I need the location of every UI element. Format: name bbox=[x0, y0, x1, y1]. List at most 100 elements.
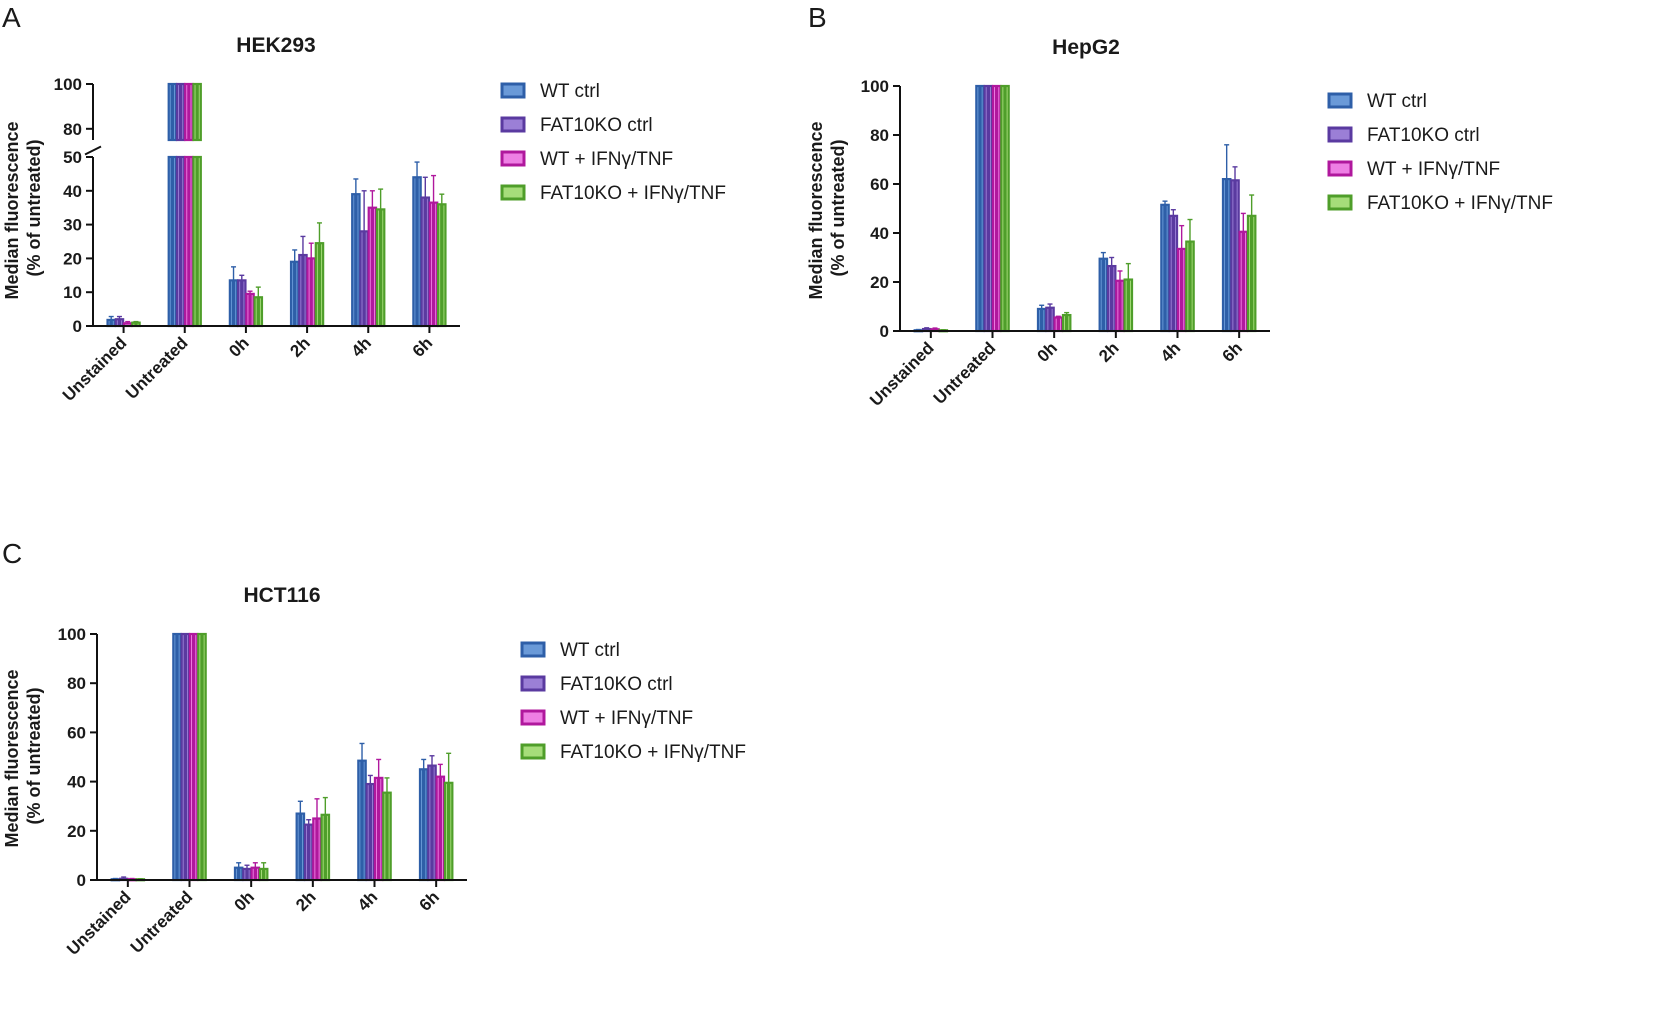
y-tick-label: 10 bbox=[63, 283, 82, 302]
legend-swatch bbox=[520, 709, 546, 726]
y-axis-label-line1: Median fluorescence bbox=[2, 121, 22, 299]
y-axis-label-line1: Median fluorescence bbox=[806, 121, 826, 299]
panel-b: B HepG2 Median fluorescence (% of untrea… bbox=[800, 0, 1654, 450]
y-axis-label-line1: Median fluorescence bbox=[2, 669, 22, 847]
chart-hek293: HEK293 Median fluorescence (% of untreat… bbox=[2, 34, 460, 405]
y-tick-label: 100 bbox=[54, 75, 82, 94]
y-tick-label: 0 bbox=[73, 317, 82, 336]
x-tick-label: 0h bbox=[231, 887, 258, 914]
y-tick-label: 0 bbox=[880, 322, 889, 341]
chart-hepg2: HepG2 Median fluorescence (% of untreate… bbox=[806, 36, 1270, 410]
legend-swatch bbox=[520, 743, 546, 760]
legend-swatch bbox=[500, 116, 526, 133]
legend-swatch bbox=[1327, 92, 1353, 109]
y-axis-label-line2: (% of untreated) bbox=[24, 139, 44, 276]
chart-title: HCT116 bbox=[243, 584, 320, 607]
legend-label: FAT10KO + IFNγ/TNF bbox=[1367, 193, 1553, 214]
x-tick-label: Unstained bbox=[866, 338, 938, 410]
x-tick-label: 2h bbox=[1095, 338, 1122, 365]
chart-title: HepG2 bbox=[1052, 36, 1120, 59]
x-tick-label: Untreated bbox=[930, 338, 1000, 408]
x-tick-label: 4h bbox=[354, 887, 381, 914]
legend-swatch bbox=[500, 150, 526, 167]
legend-label: WT + IFNγ/TNF bbox=[560, 708, 693, 729]
x-tick-label: 6h bbox=[1219, 338, 1246, 365]
y-axis-label: Median fluorescence (% of untreated) bbox=[806, 116, 848, 299]
y-tick-label: 100 bbox=[861, 77, 889, 96]
legend-label: WT + IFNγ/TNF bbox=[1367, 159, 1500, 180]
bars bbox=[913, 84, 1257, 333]
y-tick-label: 50 bbox=[63, 148, 82, 167]
x-tick-label: Unstained bbox=[63, 887, 135, 959]
y-tick-label: 60 bbox=[67, 723, 86, 742]
y-tick-label: 20 bbox=[63, 249, 82, 268]
legend-label: WT ctrl bbox=[1367, 91, 1427, 112]
chart-hct116: HCT116 Median fluorescence (% of untreat… bbox=[2, 584, 467, 959]
panel-letter-c: C bbox=[2, 538, 23, 569]
x-tick-label: 4h bbox=[348, 333, 375, 360]
legend-label: FAT10KO ctrl bbox=[540, 115, 653, 136]
axes bbox=[84, 84, 460, 333]
legend-swatch bbox=[520, 641, 546, 658]
legend-label: FAT10KO + IFNγ/TNF bbox=[540, 183, 726, 204]
legend: WT ctrl FAT10KO ctrl WT + IFNγ/TNF FAT10KO … bbox=[500, 78, 800, 233]
legend-label: FAT10KO ctrl bbox=[1367, 125, 1480, 146]
x-tick-label: 4h bbox=[1157, 338, 1184, 365]
y-axis-label-line2: (% of untreated) bbox=[828, 139, 848, 276]
legend-label: WT ctrl bbox=[560, 640, 620, 661]
y-axis-label: Median fluorescence (% of untreated) bbox=[2, 664, 44, 847]
y-tick-label: 60 bbox=[870, 175, 889, 194]
y-axis-label-line2: (% of untreated) bbox=[24, 687, 44, 824]
y-tick-label: 100 bbox=[58, 625, 86, 644]
x-tick-label: 6h bbox=[416, 887, 443, 914]
legend-svg: WT ctrl FAT10KO ctrl WT + IFNγ/TNF FAT10KO … bbox=[520, 640, 746, 763]
y-tick-label: 40 bbox=[67, 773, 86, 792]
y-axis-label: Median fluorescence (% of untreated) bbox=[2, 116, 44, 299]
legend-svg: WT ctrl FAT10KO ctrl WT + IFNγ/TNF FAT10KO … bbox=[1327, 91, 1553, 214]
x-tick-label: Untreated bbox=[122, 333, 192, 403]
axes bbox=[899, 86, 1270, 338]
axes bbox=[96, 634, 467, 887]
x-tick-label: 6h bbox=[409, 333, 436, 360]
x-tick-label: 0h bbox=[225, 333, 252, 360]
legend-label: WT + IFNγ/TNF bbox=[540, 149, 673, 170]
x-tick-label: 2h bbox=[292, 887, 319, 914]
y-tick-label: 80 bbox=[870, 126, 889, 145]
y-ticks: 0 20 40 60 80 100 bbox=[58, 625, 97, 890]
legend-swatch bbox=[1327, 160, 1353, 177]
y-tick-label: 80 bbox=[67, 674, 86, 693]
panel-a: A HEK293 Median fluorescence (% of untre… bbox=[0, 0, 800, 430]
bars bbox=[110, 632, 454, 882]
panel-c: C HCT116 Median fluorescence (% of untre… bbox=[0, 530, 800, 1020]
y-ticks: 0 10 20 30 40 50 80 100 bbox=[54, 75, 93, 336]
chart-title: HEK293 bbox=[236, 34, 315, 57]
y-tick-label: 20 bbox=[870, 273, 889, 292]
legend-label: FAT10KO ctrl bbox=[560, 674, 673, 695]
x-tick-label: Untreated bbox=[127, 887, 197, 957]
x-tick-label: 2h bbox=[286, 333, 313, 360]
legend-swatch bbox=[500, 82, 526, 99]
legend-swatch bbox=[500, 184, 526, 201]
legend: WT ctrl FAT10KO ctrl WT + IFNγ/TNF FAT10KO … bbox=[520, 637, 820, 792]
y-tick-label: 30 bbox=[63, 216, 82, 235]
axis-break-mark bbox=[84, 145, 102, 156]
y-tick-label: 40 bbox=[63, 182, 82, 201]
y-tick-label: 40 bbox=[870, 224, 889, 243]
bars bbox=[106, 82, 447, 328]
x-tick-label: Unstained bbox=[59, 333, 131, 405]
legend-swatch bbox=[1327, 194, 1353, 211]
panel-letter-a: A bbox=[2, 2, 21, 33]
legend-label: FAT10KO + IFNγ/TNF bbox=[560, 742, 746, 763]
y-tick-label: 20 bbox=[67, 822, 86, 841]
legend: WT ctrl FAT10KO ctrl WT + IFNγ/TNF FAT10KO … bbox=[1327, 88, 1627, 243]
y-ticks: 0 20 40 60 80 100 bbox=[861, 77, 900, 341]
legend-swatch bbox=[1327, 126, 1353, 143]
legend-label: WT ctrl bbox=[540, 81, 600, 102]
y-tick-label: 0 bbox=[77, 871, 86, 890]
legend-swatch bbox=[520, 675, 546, 692]
panel-letter-b: B bbox=[808, 2, 827, 33]
